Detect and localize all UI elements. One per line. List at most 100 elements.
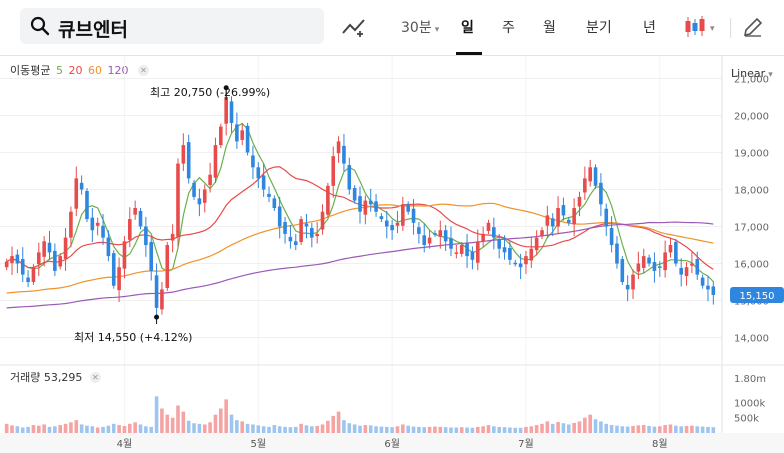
volume-bar — [700, 426, 705, 433]
volume-bar — [79, 424, 84, 433]
volume-bar — [101, 426, 105, 433]
volume-bar — [395, 426, 400, 433]
volume-bar — [10, 425, 14, 433]
close-icon[interactable]: ✕ — [137, 65, 149, 76]
period-tab-day[interactable]: 일 — [461, 20, 474, 36]
candle-body — [657, 266, 662, 268]
volume-bar — [663, 425, 667, 433]
volume-bar — [668, 424, 673, 433]
volume-bar — [261, 426, 266, 433]
volume-bar — [267, 426, 271, 433]
high-annotation: 최고 20,750 (-26.99%) — [150, 86, 270, 99]
volume-bar — [556, 422, 560, 433]
close-icon[interactable]: ✕ — [89, 372, 101, 383]
volume-bar — [379, 426, 384, 433]
volume-bar — [15, 426, 20, 433]
volume-bar — [90, 426, 95, 433]
volume-bar — [604, 423, 609, 433]
candlesticks — [4, 87, 716, 316]
candle-body — [615, 243, 619, 264]
volume-bar — [427, 426, 432, 433]
volume-bar — [647, 425, 651, 433]
candle-body — [561, 205, 566, 216]
candle-body — [406, 204, 410, 212]
period-tab-week[interactable]: 주 — [502, 20, 515, 36]
price-chart[interactable]: 21,00020,00019,00018,00017,00016,00015,0… — [0, 56, 784, 453]
volume-bar — [518, 427, 523, 433]
volume-bar — [31, 425, 36, 433]
candle-body — [342, 145, 346, 164]
candle-body — [58, 256, 63, 267]
candle-body — [36, 252, 41, 265]
volume-bar — [149, 426, 154, 433]
volume-bar — [224, 399, 228, 433]
chart-type-dropdown[interactable]: ▾ — [684, 12, 720, 42]
period-tab-year[interactable]: 년 — [643, 20, 656, 36]
search-query[interactable]: 큐브엔터 — [58, 19, 128, 41]
candle-body — [133, 208, 137, 215]
candle-body — [79, 182, 84, 190]
candle-body — [170, 233, 175, 241]
candle-body — [15, 254, 20, 264]
volume-bar — [358, 425, 362, 433]
candle-body — [636, 263, 641, 272]
stock-search-box[interactable]: 큐브엔터 — [20, 8, 324, 44]
candle-body — [229, 101, 234, 123]
volume-bar — [69, 422, 73, 433]
candle-body — [545, 215, 550, 226]
candle-body — [144, 226, 148, 245]
candle-body — [513, 262, 518, 265]
volume-bar — [695, 426, 700, 433]
candle-body — [186, 142, 191, 179]
candle-body — [347, 165, 352, 190]
candle-body — [550, 218, 555, 227]
candle-body — [529, 248, 534, 261]
candle-body — [577, 196, 582, 207]
candle-body — [235, 124, 239, 142]
volume-bar — [433, 426, 437, 433]
price-tick-label: 20,000 — [734, 112, 769, 123]
drawing-tool-button[interactable] — [742, 12, 764, 42]
volume-bar — [352, 424, 357, 433]
scale-mode-dropdown[interactable]: Linear ▾ — [731, 67, 773, 80]
volume-bar — [26, 426, 30, 433]
price-tick-label: 18,000 — [734, 186, 769, 197]
volume-tick-label: 1000k — [734, 398, 765, 409]
candle-body — [454, 252, 459, 254]
interval-dropdown[interactable]: 30분 ▾ — [401, 17, 439, 37]
volume-bar — [475, 426, 480, 433]
scale-mode-label: Linear — [731, 67, 766, 80]
volume-bar — [679, 426, 684, 433]
volume-bar — [545, 421, 550, 433]
month-label: 5월 — [251, 438, 267, 450]
volume-bar — [197, 423, 202, 433]
candle-body — [122, 241, 127, 269]
current-price-badge — [730, 286, 784, 303]
candle-body — [497, 239, 501, 249]
candle-body — [20, 259, 25, 275]
moving-average-legend: 이동평균 5 20 60 120 ✕ — [10, 62, 151, 78]
volume-bar — [288, 427, 293, 433]
candle-body — [261, 175, 266, 190]
period-tab-month[interactable]: 월 — [543, 20, 556, 36]
active-period-underline — [456, 52, 482, 55]
volume-bar — [502, 427, 507, 433]
volume-bar — [625, 426, 630, 433]
candle-body — [700, 277, 705, 286]
ma-5-label: 5 — [55, 64, 63, 77]
month-label: 4월 — [117, 438, 133, 450]
volume-bar — [577, 421, 582, 433]
volume-bar — [160, 408, 164, 433]
volume-bar — [401, 424, 405, 433]
volume-bar — [368, 425, 373, 433]
volume-bar — [310, 426, 314, 433]
volume-bar — [481, 426, 485, 433]
ma-120-label: 120 — [107, 64, 129, 77]
volume-bar — [283, 426, 287, 433]
volume-bar — [106, 425, 111, 433]
period-tab-quarter[interactable]: 분기 — [586, 20, 612, 36]
add-indicator-button[interactable] — [342, 12, 368, 42]
candle-body — [101, 225, 105, 238]
volume-bar — [566, 424, 571, 433]
candle-body — [320, 211, 325, 230]
